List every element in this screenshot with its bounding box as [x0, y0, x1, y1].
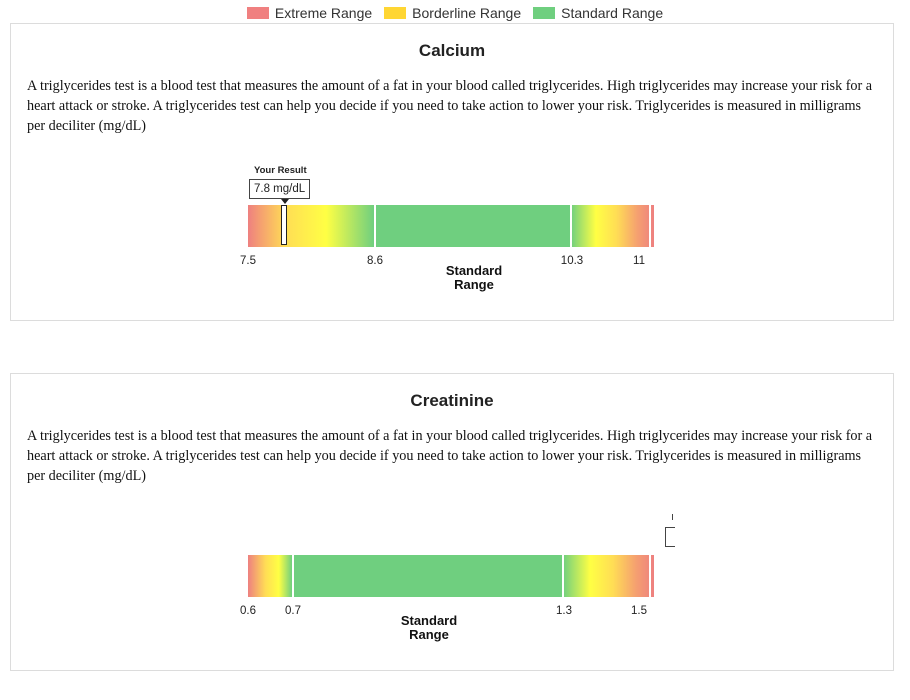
- tick-label: 1.5: [631, 605, 647, 617]
- legend-label-borderline: Borderline Range: [412, 5, 522, 21]
- legend-item-borderline[interactable]: Borderline Range: [384, 5, 521, 21]
- standard-range-text: Standard Range: [445, 263, 503, 292]
- legend: Extreme Range Borderline Range Standard …: [0, 4, 910, 22]
- range-gauge: [248, 555, 654, 597]
- legend-label-standard: Standard Range: [561, 5, 664, 21]
- card-title: Calcium: [418, 41, 486, 60]
- gauge-low-gradient: [248, 205, 374, 247]
- clipped-result-box: [665, 527, 675, 547]
- tick-label: 10.3: [560, 255, 584, 267]
- your-result-label: Your Result: [254, 165, 307, 176]
- result-value-box: 7.8 mg/dL: [249, 179, 311, 199]
- clipped-result-mark: [670, 514, 673, 520]
- gauge-separator: [649, 205, 651, 247]
- tick-label: 1.3: [556, 605, 572, 617]
- creatinine-card: Creatinine A triglycerides test is a blo…: [10, 373, 894, 671]
- tick-label: 0.7: [285, 605, 301, 617]
- gauge-high-gradient: [563, 555, 654, 597]
- standard-range-label: Standard Range: [389, 614, 469, 642]
- gauge-separator: [374, 205, 376, 247]
- tick-label: 11: [633, 255, 645, 267]
- card-description: A triglycerides test is a blood test tha…: [27, 78, 873, 134]
- standard-range-text: Standard Range: [400, 613, 458, 642]
- tick-label: 0.6: [240, 605, 256, 617]
- gauge-standard-segment: [292, 555, 563, 597]
- gauge-separator: [562, 555, 564, 597]
- tick-label: 7.5: [240, 255, 256, 267]
- gauge-separator: [570, 205, 572, 247]
- tick-label: 8.6: [367, 255, 383, 267]
- legend-item-extreme[interactable]: Extreme Range: [246, 5, 373, 21]
- gauge-separator: [649, 555, 651, 597]
- calcium-card: Calcium A triglycerides test is a blood …: [10, 23, 894, 321]
- card-title: Creatinine: [410, 391, 494, 410]
- borderline-range-swatch: [384, 7, 407, 19]
- gauge-separator: [292, 555, 294, 597]
- result-pointer-icon: [281, 199, 289, 204]
- extreme-range-swatch: [246, 7, 269, 19]
- card-description: A triglycerides test is a blood test tha…: [27, 428, 873, 484]
- result-marker: [281, 205, 287, 245]
- gauge-high-gradient: [571, 205, 654, 247]
- legend-item-standard[interactable]: Standard Range: [533, 5, 663, 21]
- gauge-low-gradient: [248, 555, 292, 597]
- gauge-standard-segment: [374, 205, 571, 247]
- range-gauge: [248, 205, 654, 247]
- legend-label-extreme: Extreme Range: [274, 5, 373, 21]
- standard-range-swatch: [533, 7, 556, 19]
- standard-range-label: Standard Range: [434, 264, 514, 292]
